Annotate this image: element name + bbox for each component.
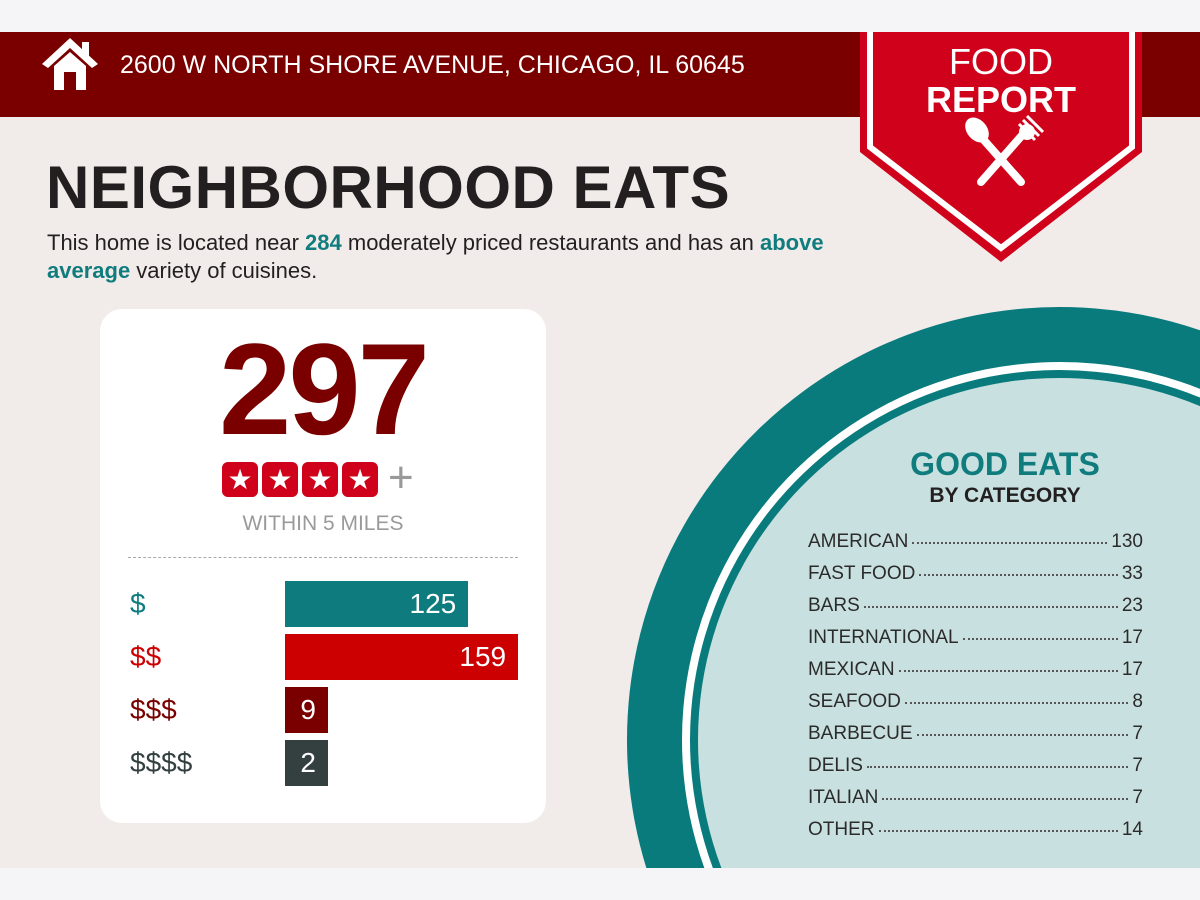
category-count: 7 (1132, 755, 1143, 776)
category-list: AMERICAN 130 FAST FOOD 33 BARS 23 INTERNATIONA… (808, 530, 1143, 850)
badge-line1: FOOD (949, 41, 1053, 82)
category-row: MEXICAN 17 (808, 658, 1143, 690)
category-label: SEAFOOD (808, 691, 901, 712)
plate-center (698, 377, 1200, 868)
category-count: 23 (1121, 595, 1143, 616)
badge-line2: REPORT (925, 79, 1076, 120)
food-report-badge (860, 32, 1142, 262)
category-count: 17 (1121, 627, 1143, 648)
desc-text: variety of cuisines. (130, 258, 318, 283)
price-bar: 2 (285, 740, 328, 786)
leader-dots (878, 830, 1118, 832)
price-bar: 9 (285, 687, 328, 733)
infographic: 2600 W NORTH SHORE AVENUE, CHICAGO, IL 6… (0, 32, 1200, 868)
leader-dots (912, 542, 1108, 544)
category-label: FAST FOOD (808, 563, 916, 584)
category-label: ITALIAN (808, 787, 879, 808)
category-row: AMERICAN 130 (808, 530, 1143, 562)
good-eats-title: GOOD EATS (910, 446, 1100, 482)
category-row: FAST FOOD 33 (808, 562, 1143, 594)
category-count: 130 (1111, 531, 1143, 552)
spoon-fork-icon (965, 114, 1045, 186)
divider (128, 557, 518, 558)
good-eats-subtitle: BY CATEGORY (929, 484, 1081, 507)
category-row: BARBECUE 7 (808, 722, 1143, 754)
star-icon: ★ (342, 462, 378, 497)
summary-card: 297 ★ ★ ★ ★ + WITHIN 5 MILES $125 $$ 159 $$$ 9 $… (100, 309, 546, 823)
category-row: BARS 23 (808, 594, 1143, 626)
address: 2600 W NORTH SHORE AVENUE, CHICAGO, IL 6… (120, 51, 745, 79)
house-icon (42, 38, 98, 90)
desc-text: This home is located near (47, 230, 306, 255)
page-title: NEIGHBORHOOD EATS (46, 154, 731, 221)
leader-dots (904, 702, 1129, 704)
category-label: BARBECUE (808, 723, 913, 744)
star-rating: ★ ★ ★ ★ (222, 462, 378, 497)
price-tier-label: $$$ (130, 694, 177, 725)
category-count: 17 (1121, 659, 1143, 680)
price-tier-label: $$$$ (130, 747, 193, 778)
category-label: BARS (808, 595, 860, 616)
category-count: 7 (1132, 787, 1143, 808)
category-row: OTHER 14 (808, 818, 1143, 850)
total-restaurants: 297 (219, 316, 430, 462)
leader-dots (898, 670, 1118, 672)
category-row: INTERNATIONAL 17 (808, 626, 1143, 658)
leader-dots (919, 574, 1118, 576)
category-label: DELIS (808, 755, 863, 776)
category-count: 14 (1121, 819, 1143, 840)
price-tier-label: $ (130, 588, 146, 619)
category-count: 8 (1132, 691, 1143, 712)
category-label: AMERICAN (808, 531, 909, 552)
restaurant-count: 284 (305, 230, 342, 255)
leader-dots (866, 766, 1129, 768)
description: This home is located near 284 moderately… (47, 229, 847, 285)
price-tier-label: $$ (130, 641, 162, 672)
category-count: 7 (1132, 723, 1143, 744)
variety-rating: above average (47, 230, 824, 283)
star-icon: ★ (302, 462, 338, 497)
star-icon: ★ (222, 462, 258, 497)
leader-dots (916, 734, 1129, 736)
leader-dots (863, 606, 1118, 608)
category-label: MEXICAN (808, 659, 895, 680)
price-bar: 159 (285, 634, 519, 680)
category-row: DELIS 7 (808, 754, 1143, 786)
price-bar: 125 (285, 581, 469, 627)
category-label: OTHER (808, 819, 875, 840)
distance-label: WITHIN 5 MILES (242, 512, 404, 535)
leader-dots (882, 798, 1129, 800)
good-eats-plate (627, 307, 1200, 868)
leader-dots (962, 638, 1118, 640)
category-row: ITALIAN 7 (808, 786, 1143, 818)
category-row: SEAFOOD 8 (808, 690, 1143, 722)
star-icon: ★ (262, 462, 298, 497)
stars-plus: + (388, 453, 414, 502)
desc-text: moderately priced restaurants and has an (341, 230, 760, 255)
category-label: INTERNATIONAL (808, 627, 959, 648)
category-count: 33 (1121, 563, 1143, 584)
